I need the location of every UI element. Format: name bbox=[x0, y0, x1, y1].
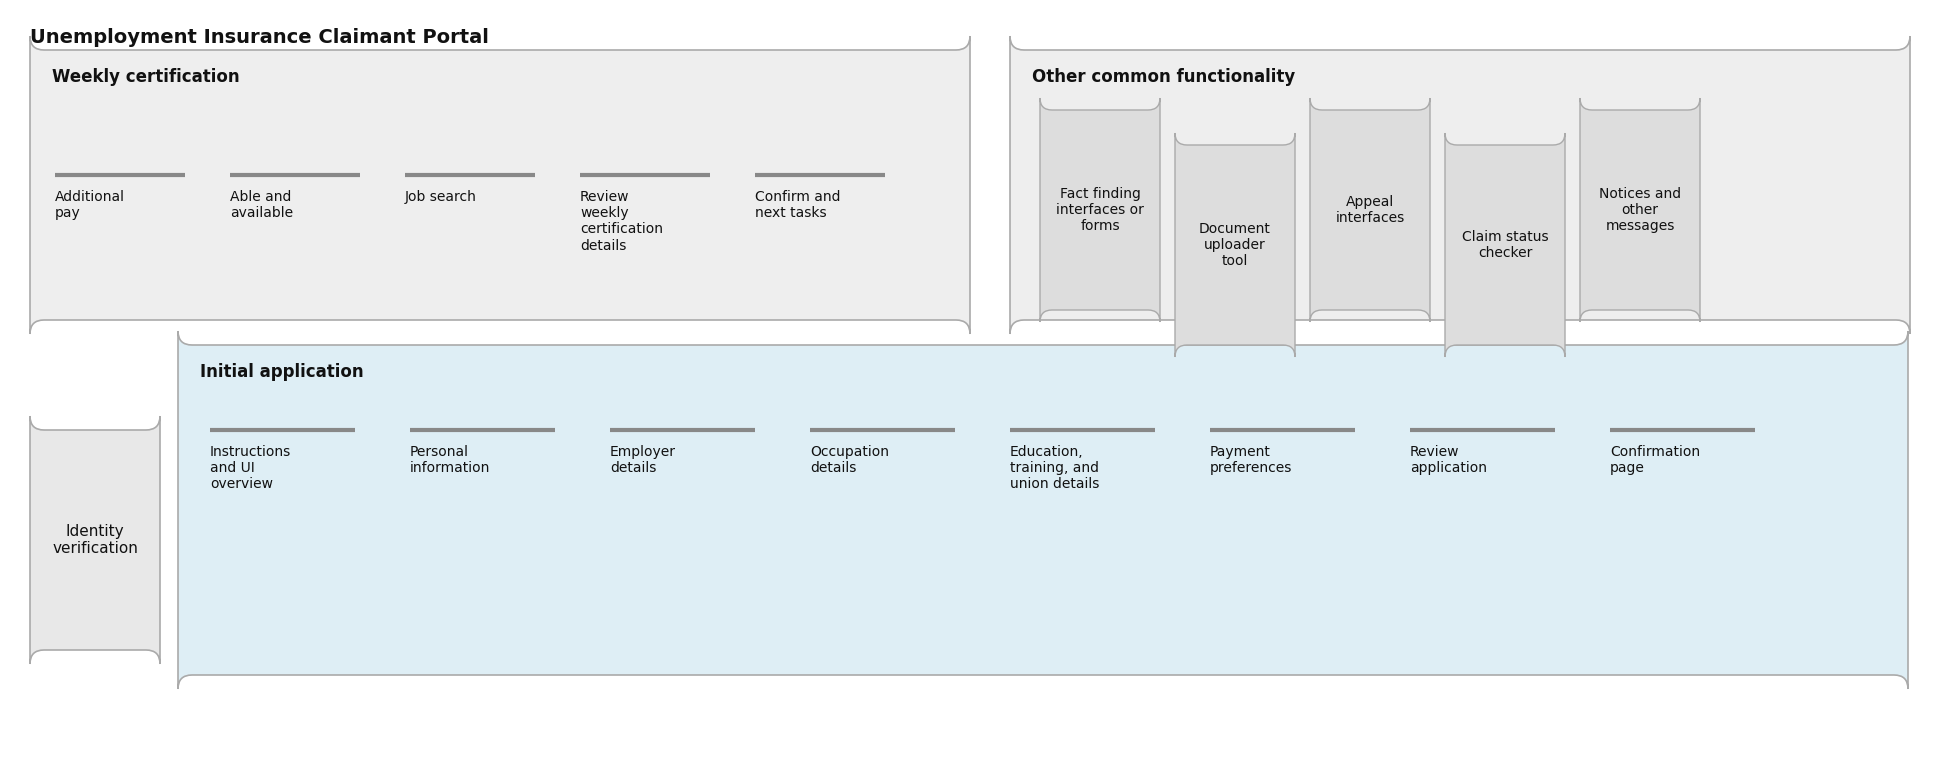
Text: Able and
available: Able and available bbox=[230, 190, 292, 220]
Text: Confirmation
page: Confirmation page bbox=[1611, 445, 1700, 476]
FancyBboxPatch shape bbox=[1580, 98, 1700, 322]
Text: Occupation
details: Occupation details bbox=[809, 445, 889, 476]
Text: Initial application: Initial application bbox=[201, 363, 363, 381]
Text: Employer
details: Employer details bbox=[610, 445, 677, 476]
FancyBboxPatch shape bbox=[1039, 98, 1160, 322]
Text: Job search: Job search bbox=[406, 190, 478, 204]
Text: Payment
preferences: Payment preferences bbox=[1211, 445, 1293, 476]
FancyBboxPatch shape bbox=[29, 416, 160, 664]
Text: Additional
pay: Additional pay bbox=[55, 190, 125, 220]
FancyBboxPatch shape bbox=[1176, 133, 1295, 357]
Text: Education,
training, and
union details: Education, training, and union details bbox=[1010, 445, 1100, 492]
Text: Weekly certification: Weekly certification bbox=[53, 68, 240, 86]
Text: Review
application: Review application bbox=[1410, 445, 1488, 476]
FancyBboxPatch shape bbox=[177, 331, 1907, 689]
FancyBboxPatch shape bbox=[1310, 98, 1429, 322]
FancyBboxPatch shape bbox=[1010, 36, 1909, 334]
Text: Identity
verification: Identity verification bbox=[53, 523, 138, 556]
Text: Other common functionality: Other common functionality bbox=[1032, 68, 1295, 86]
Text: Personal
information: Personal information bbox=[410, 445, 489, 476]
Text: Fact finding
interfaces or
forms: Fact finding interfaces or forms bbox=[1057, 187, 1145, 233]
Text: Document
uploader
tool: Document uploader tool bbox=[1199, 222, 1271, 268]
FancyBboxPatch shape bbox=[29, 36, 969, 334]
Text: Notices and
other
messages: Notices and other messages bbox=[1599, 187, 1681, 233]
Text: Appeal
interfaces: Appeal interfaces bbox=[1336, 195, 1404, 225]
Text: Claim status
checker: Claim status checker bbox=[1462, 230, 1548, 260]
FancyBboxPatch shape bbox=[1445, 133, 1566, 357]
Text: Instructions
and UI
overview: Instructions and UI overview bbox=[211, 445, 291, 492]
Text: Review
weekly
certification
details: Review weekly certification details bbox=[579, 190, 663, 252]
Text: Unemployment Insurance Claimant Portal: Unemployment Insurance Claimant Portal bbox=[29, 28, 489, 47]
Text: Confirm and
next tasks: Confirm and next tasks bbox=[755, 190, 840, 220]
